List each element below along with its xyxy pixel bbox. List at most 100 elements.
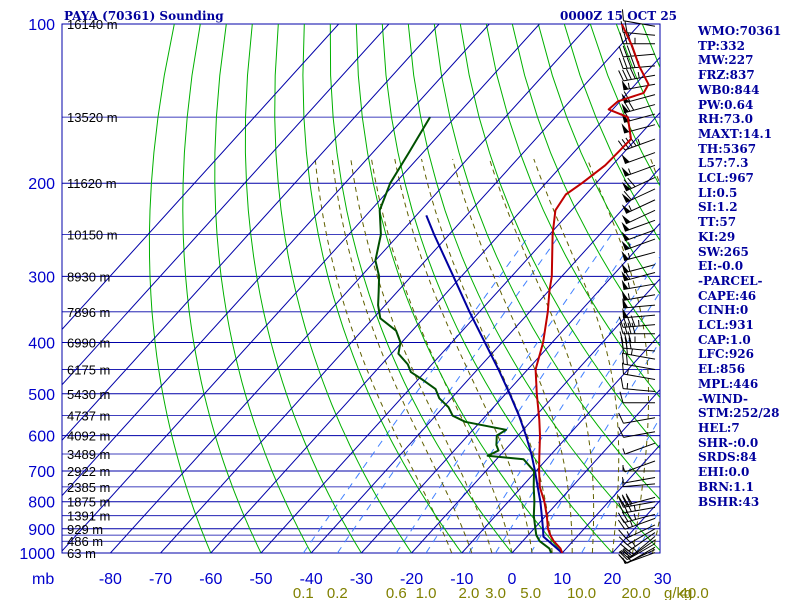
wind-feather: [617, 512, 625, 523]
wind-flag: [621, 221, 630, 232]
wind-barb: [624, 460, 656, 473]
wind-feather: [618, 46, 624, 58]
wind-barb: [623, 304, 656, 309]
wind-barb: [623, 283, 656, 290]
wind-feather: [628, 337, 632, 349]
wind-barb: [623, 417, 656, 424]
wind-barb: [623, 314, 656, 319]
isotherm--80: [110, 24, 591, 553]
index-item: SW:265: [698, 244, 749, 259]
index-item: TT:57: [698, 215, 737, 230]
wind-barb: [623, 104, 656, 114]
wind-barb: [623, 513, 656, 524]
wind-barb: [624, 219, 656, 232]
station-title: PAYA (70361) Sounding: [64, 9, 224, 23]
temperature-tick-label: 10: [553, 571, 571, 588]
height-label: 63 m: [67, 546, 96, 561]
index-item: -WIND-: [698, 391, 748, 406]
wind-barb: [623, 251, 656, 261]
height-label: 13520 m: [67, 110, 118, 125]
height-label: 8930 m: [67, 269, 110, 284]
index-item: BRN:1.1: [698, 479, 754, 494]
moist-adiabat: [371, 158, 513, 553]
pressure-label: 800: [28, 495, 55, 512]
wind-half-feather: [622, 466, 626, 473]
wind-flag: [621, 166, 630, 177]
isotherm--110: [62, 24, 440, 441]
wind-feather: [626, 57, 632, 69]
wind-feather: [625, 137, 633, 148]
index-item: SHR-:0.0: [698, 435, 759, 450]
wind-barb: [623, 506, 656, 514]
height-label: 3489 m: [67, 447, 110, 462]
height-label: 4092 m: [67, 429, 110, 444]
wind-barb: [624, 152, 656, 164]
wind-barb: [623, 477, 656, 484]
index-item: LCL:931: [698, 318, 754, 333]
time-title: 0000Z 15 OCT 25: [560, 9, 678, 23]
wind-feather: [627, 177, 636, 188]
index-item: WMO:70361: [698, 24, 782, 38]
wind-flag: [621, 214, 631, 224]
pressure-label: 500: [28, 387, 55, 404]
index-item: STM:252/28: [698, 406, 780, 421]
wind-feather: [619, 391, 624, 403]
parcel-line: [425, 215, 563, 553]
wind-barb: [623, 347, 656, 352]
index-item: LCL:967: [698, 171, 754, 186]
mixing-ratio-label: 10.0: [567, 585, 596, 600]
wind-half-feather: [628, 168, 632, 175]
wind-barb: [624, 164, 656, 177]
isotherm--70: [160, 24, 641, 553]
height-label: 6990 m: [67, 335, 110, 350]
wind-half-feather: [627, 265, 631, 272]
wind-barb: [623, 20, 656, 27]
wind-feather: [619, 322, 624, 334]
height-label: 2922 m: [67, 464, 110, 479]
wind-barb: [623, 31, 656, 36]
mixing-ratio-label: 0.6: [386, 585, 407, 600]
wind-barb: [623, 83, 656, 91]
dry-adiabat: [459, 24, 660, 450]
mixing-ratio-label: 0.1: [293, 585, 314, 600]
dry-adiabat: [381, 24, 613, 553]
wind-flag: [621, 279, 629, 290]
wind-barb: [623, 272, 656, 282]
wind-barb: [625, 176, 656, 192]
dry-adiabats: [148, 24, 660, 553]
mixing-ratio-line: [495, 291, 660, 553]
height-label: 7896 m: [67, 305, 110, 320]
isotherm--120: [62, 24, 390, 386]
wind-barb: [625, 188, 656, 203]
wind-feather: [619, 543, 630, 552]
mixing-ratio-line: [336, 234, 561, 553]
wind-half-feather: [626, 382, 629, 390]
height-label: 1391 m: [67, 509, 110, 524]
height-label: 2385 m: [67, 480, 110, 495]
mixing-ratio-label: 2.0: [458, 585, 479, 600]
dry-adiabat: [244, 24, 362, 553]
isotherm--100: [62, 24, 490, 497]
wind-feather: [623, 179, 632, 189]
wind-barb: [623, 363, 656, 371]
wind-barb: [624, 442, 656, 455]
isotherm--20: [411, 278, 660, 553]
mixing-ratio-label: 0.2: [327, 585, 348, 600]
mixing-ratio-label: 3.0: [485, 585, 506, 600]
wind-half-feather: [626, 368, 629, 375]
mixing-ratio-label: 1.0: [416, 585, 437, 600]
wind-feather: [617, 519, 626, 530]
moist-adiabat: [489, 158, 595, 553]
wind-feather: [618, 529, 627, 539]
index-item: TP:332: [698, 38, 746, 53]
wind-feather: [623, 91, 631, 102]
wind-barb: [630, 535, 656, 558]
index-item: SI:1.2: [698, 200, 738, 215]
wind-feather: [630, 56, 636, 68]
wind-barb: [624, 229, 656, 242]
pressure-label: 100: [28, 17, 55, 34]
pressure-label: 900: [28, 522, 55, 539]
y-axis-label: mb: [32, 571, 54, 588]
wind-barb: [624, 517, 656, 530]
